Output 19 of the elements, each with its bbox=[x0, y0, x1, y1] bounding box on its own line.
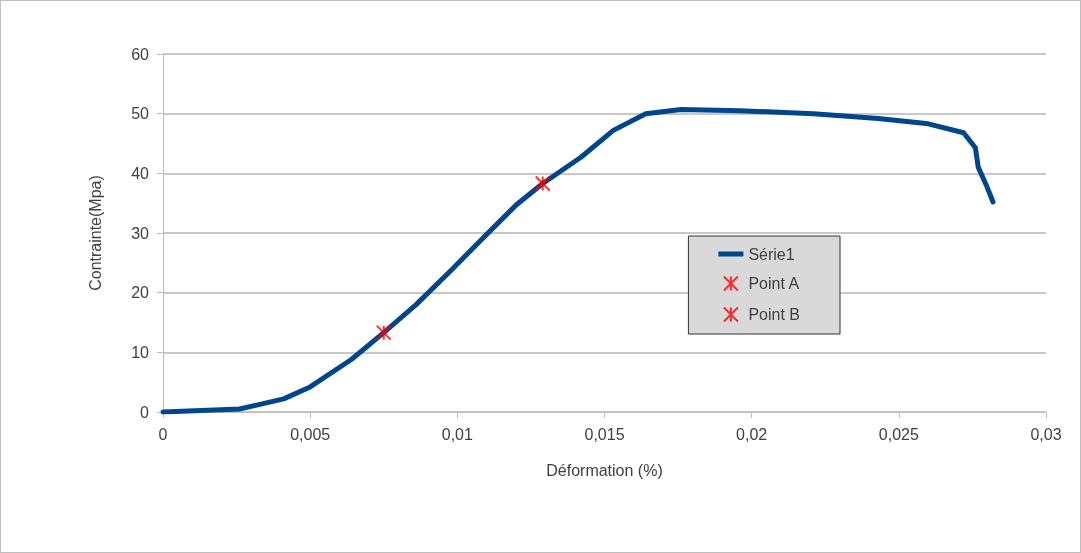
x-axis-title: Déformation (%) bbox=[546, 461, 663, 479]
legend-label: Série1 bbox=[748, 245, 795, 263]
x-tick-label: 0,01 bbox=[441, 425, 474, 443]
x-tick-label: 0 bbox=[158, 425, 168, 443]
legend-label: Point A bbox=[748, 275, 800, 292]
y-tick-label: 30 bbox=[131, 224, 150, 242]
legend-label: Point B bbox=[748, 306, 801, 323]
x-tick-label: 0,005 bbox=[290, 425, 331, 443]
x-tick-label: 0,025 bbox=[878, 425, 919, 443]
y-tick-label: 40 bbox=[131, 164, 150, 182]
y-tick-label: 10 bbox=[131, 343, 150, 361]
y-tick-label: 0 bbox=[140, 403, 150, 421]
x-tick-label: 0,015 bbox=[584, 425, 625, 443]
y-tick-label: 60 bbox=[131, 45, 150, 63]
y-tick-label: 50 bbox=[131, 105, 150, 123]
y-axis-title: Contrainte(Mpa) bbox=[86, 175, 104, 291]
x-tick-label: 0,03 bbox=[1030, 425, 1062, 443]
x-tick-label: 0,02 bbox=[736, 425, 768, 443]
y-tick-label: 20 bbox=[131, 284, 150, 302]
